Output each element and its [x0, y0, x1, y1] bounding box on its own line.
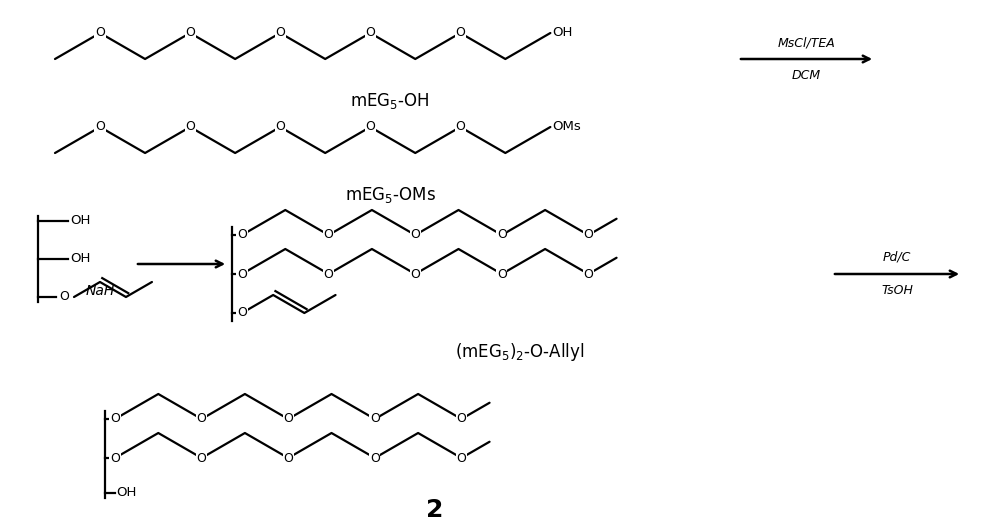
Text: O: O: [95, 27, 105, 39]
Text: O: O: [455, 27, 465, 39]
Text: 2: 2: [426, 498, 444, 522]
Text: O: O: [370, 413, 380, 425]
Text: O: O: [324, 228, 334, 242]
Text: O: O: [365, 121, 375, 133]
Text: OH: OH: [70, 253, 90, 266]
Text: O: O: [59, 290, 69, 304]
Text: O: O: [237, 306, 247, 320]
Text: DCM: DCM: [792, 69, 821, 82]
Text: mEG$_5$-OH: mEG$_5$-OH: [350, 91, 430, 111]
Text: OH: OH: [70, 215, 90, 227]
Text: O: O: [95, 121, 105, 133]
Text: O: O: [456, 413, 466, 425]
Text: Pd/C: Pd/C: [883, 251, 911, 264]
Text: O: O: [197, 413, 207, 425]
Text: O: O: [583, 268, 593, 280]
Text: O: O: [410, 268, 420, 280]
Text: O: O: [324, 268, 334, 280]
Text: O: O: [497, 268, 507, 280]
Text: O: O: [275, 121, 285, 133]
Text: O: O: [455, 121, 465, 133]
Text: O: O: [197, 451, 207, 465]
Text: O: O: [456, 451, 466, 465]
Text: O: O: [110, 413, 120, 425]
Text: O: O: [497, 228, 507, 242]
Text: O: O: [365, 27, 375, 39]
Text: OH: OH: [552, 27, 573, 39]
Text: OMs: OMs: [552, 121, 581, 133]
Text: mEG$_5$-OMs: mEG$_5$-OMs: [345, 185, 435, 205]
Text: O: O: [275, 27, 285, 39]
Text: TsOH: TsOH: [881, 284, 913, 297]
Text: O: O: [237, 228, 247, 242]
Text: O: O: [410, 228, 420, 242]
Text: MsCl/TEA: MsCl/TEA: [778, 36, 835, 49]
Text: O: O: [237, 268, 247, 280]
Text: NaH: NaH: [85, 284, 115, 298]
Text: O: O: [185, 121, 195, 133]
Text: O: O: [110, 451, 120, 465]
Text: O: O: [583, 228, 593, 242]
Text: O: O: [283, 451, 293, 465]
Text: (mEG$_5$)$_2$-O-Allyl: (mEG$_5$)$_2$-O-Allyl: [455, 341, 585, 363]
Text: O: O: [370, 451, 380, 465]
Text: O: O: [185, 27, 195, 39]
Text: OH: OH: [116, 486, 136, 500]
Text: O: O: [283, 413, 293, 425]
